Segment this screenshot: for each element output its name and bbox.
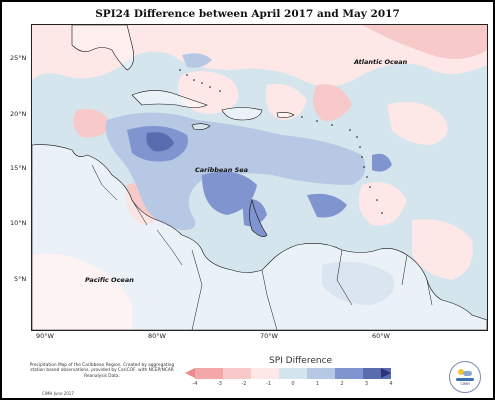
cimh-logo: CIMH	[449, 361, 481, 393]
colorbar-tick-label: 4	[389, 381, 393, 387]
mainland-landmass	[32, 144, 487, 330]
wet-region	[372, 153, 392, 172]
colorbar-tick-label: -1	[266, 381, 271, 387]
dry-region	[32, 25, 487, 87]
colorbar-cell	[195, 368, 223, 379]
map-title: SPI24 Difference between April 2017 and …	[95, 8, 400, 20]
logo-text: CIMH	[460, 382, 470, 386]
island-dots	[179, 69, 383, 214]
sun-icon	[458, 369, 464, 375]
dry-region	[387, 101, 448, 145]
colorbar-tick-label: 1	[315, 381, 320, 387]
cloud-icon	[463, 371, 472, 376]
colorbar-cell	[307, 368, 335, 379]
colorbar-right-arrow	[381, 368, 391, 378]
wet-region	[307, 193, 347, 218]
dry-region	[313, 84, 352, 121]
wet-region	[146, 132, 174, 152]
dry-region	[73, 109, 112, 138]
colorbar-tick-label: 0	[291, 381, 295, 387]
lon-label: 60°W	[372, 332, 390, 340]
colorbar-tick-label: 2	[340, 381, 344, 387]
dry-region	[266, 84, 307, 120]
colorbar-ticks: -4 -3 -2 -1 0 1 2 3 4	[192, 381, 393, 389]
florida-landmass	[71, 25, 134, 71]
lat-label: 10°N	[10, 219, 27, 227]
hispaniola-island	[221, 107, 263, 121]
atlantic-ocean-label: Atlantic Ocean	[354, 58, 408, 66]
colorbar-tick-label: 3	[364, 381, 369, 387]
cuba-island	[131, 90, 208, 108]
spi-map	[32, 25, 487, 330]
country-borders	[91, 164, 433, 330]
lat-label: 15°N	[10, 164, 27, 172]
dry-region	[412, 219, 473, 280]
lon-label: 70°W	[260, 332, 278, 340]
wet-region	[182, 53, 212, 68]
map-panel: Atlantic Ocean Caribbean Sea Pacific Oce…	[31, 24, 488, 331]
dry-region	[358, 182, 407, 226]
colorbar-tick-label: -4	[192, 381, 198, 387]
lon-label: 80°W	[148, 332, 166, 340]
puerto-rico-island	[276, 112, 295, 118]
caribbean-sea-label: Caribbean Sea	[195, 166, 249, 174]
colorbar-cell	[223, 368, 251, 379]
maracaibo-lake	[249, 198, 268, 237]
lat-label: 20°N	[10, 110, 27, 118]
lat-label: 5°N	[14, 275, 27, 283]
wave-icon	[456, 378, 474, 381]
colorbar-left-arrow	[185, 368, 195, 378]
colorbar-cell	[335, 368, 363, 379]
colorbar-cells	[195, 368, 391, 379]
colorbar-cell	[363, 368, 391, 379]
map-note: Precipitation Map of the Caribbean Regio…	[29, 363, 175, 379]
colorbar-tick-label: -3	[217, 381, 222, 387]
pacific-ocean-label: Pacific Ocean	[85, 276, 134, 284]
colorbar-cell	[251, 368, 279, 379]
colorbar-tick-label: -2	[241, 381, 247, 387]
lon-label: 90°W	[36, 332, 54, 340]
dry-region	[362, 25, 487, 59]
lat-label: 25°N	[10, 54, 27, 62]
colorbar-legend	[185, 368, 400, 379]
jamaica-island	[191, 123, 211, 130]
legend-title: SPI Difference	[269, 356, 333, 366]
colorbar-cell	[279, 368, 307, 379]
map-credit: CIMH June 2017	[42, 391, 74, 396]
